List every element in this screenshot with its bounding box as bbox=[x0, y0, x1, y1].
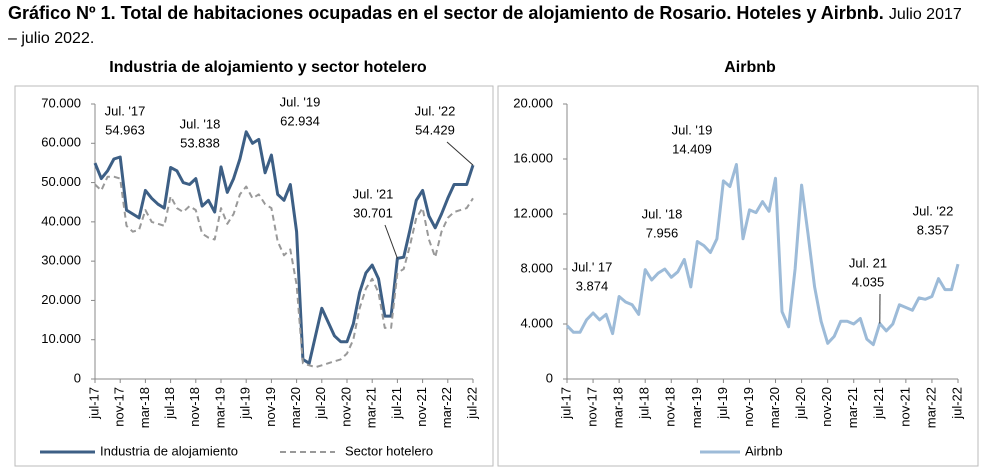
panel-frame bbox=[497, 85, 979, 467]
x-tick-label: mar-18 bbox=[137, 387, 152, 428]
y-tick-label: 20.000 bbox=[513, 95, 553, 110]
x-tick-label: mar-21 bbox=[845, 387, 860, 428]
y-tick-label: 8.000 bbox=[520, 260, 553, 275]
x-tick-label: nov-17 bbox=[112, 387, 127, 427]
x-tick-label: nov-18 bbox=[187, 387, 202, 427]
y-tick-label: 40.000 bbox=[41, 213, 81, 228]
y-tick-label: 4.000 bbox=[520, 315, 553, 330]
y-tick-label: 70.000 bbox=[41, 95, 81, 110]
series-line bbox=[93, 130, 475, 365]
annotation-leader bbox=[446, 141, 474, 166]
annotation-label: Jul. '21 bbox=[353, 186, 394, 201]
y-tick-label: 0 bbox=[546, 370, 553, 385]
x-tick-label: nov-17 bbox=[585, 387, 600, 427]
x-tick-label: mar-22 bbox=[439, 387, 454, 428]
title: Gráfico Nº 1. Total de habitaciones ocup… bbox=[8, 3, 884, 23]
y-tick-label: 60.000 bbox=[41, 135, 81, 150]
x-tick-label: nov-18 bbox=[663, 387, 678, 427]
annotation-value: 53.838 bbox=[180, 135, 220, 150]
subtitle: Julio 2017 – julio 2022. bbox=[8, 6, 962, 47]
x-tick-label: jul-21 bbox=[871, 387, 886, 420]
panel-frame bbox=[14, 85, 494, 467]
annotation-value: 14.409 bbox=[672, 141, 712, 156]
x-tick-label: jul-19 bbox=[715, 387, 730, 420]
annotation-label: Jul. '19 bbox=[672, 122, 713, 137]
series-line bbox=[94, 175, 474, 369]
chart-title: Industria de alojamiento y sector hotele… bbox=[109, 59, 427, 76]
annotation-label: Jul. '22 bbox=[913, 203, 954, 218]
x-tick-label: jul-19 bbox=[238, 387, 253, 420]
x-tick-label: nov-20 bbox=[338, 387, 353, 427]
x-tick-label: jul-22 bbox=[949, 387, 964, 420]
annotation-label: Jul. '19 bbox=[280, 94, 321, 109]
chart-title: Airbnb bbox=[724, 59, 776, 76]
annotation-value: 8.357 bbox=[917, 222, 950, 237]
annotation-label: Jul. '18 bbox=[642, 206, 683, 221]
annotation-value: 30.701 bbox=[353, 205, 393, 220]
x-tick-label: nov-21 bbox=[897, 387, 912, 427]
x-tick-label: nov-21 bbox=[414, 387, 429, 427]
annotation-label: Jul. '22 bbox=[415, 103, 456, 118]
legend-label: Sector hotelero bbox=[345, 443, 433, 458]
x-tick-label: mar-18 bbox=[611, 387, 626, 428]
x-tick-label: nov-19 bbox=[741, 387, 756, 427]
y-tick-label: 20.000 bbox=[41, 292, 81, 307]
legend-label: Airbnb bbox=[745, 443, 783, 458]
series-line bbox=[565, 163, 960, 347]
y-tick-label: 50.000 bbox=[41, 174, 81, 189]
y-tick-label: 10.000 bbox=[41, 331, 81, 346]
x-tick-label: nov-20 bbox=[819, 387, 834, 427]
y-tick-label: 12.000 bbox=[513, 205, 553, 220]
annotation-value: 54.963 bbox=[105, 122, 145, 137]
y-tick-label: 16.000 bbox=[513, 150, 553, 165]
x-tick-label: jul-18 bbox=[637, 387, 652, 420]
figure-title: Gráfico Nº 1. Total de habitaciones ocup… bbox=[8, 2, 968, 50]
x-tick-label: jul-17 bbox=[558, 387, 573, 420]
x-tick-label: jul-21 bbox=[389, 387, 404, 420]
annotation-value: 3.874 bbox=[576, 278, 609, 293]
x-tick-label: jul-18 bbox=[162, 387, 177, 420]
annotation-value: 62.934 bbox=[280, 113, 320, 128]
x-tick-label: mar-19 bbox=[212, 387, 227, 428]
annotation-label: Jul.' 17 bbox=[572, 259, 613, 274]
x-tick-label: jul-20 bbox=[313, 387, 328, 420]
x-tick-label: mar-20 bbox=[767, 387, 782, 428]
x-tick-label: jul-17 bbox=[86, 387, 101, 420]
x-tick-label: mar-22 bbox=[923, 387, 938, 428]
x-tick-label: jul-22 bbox=[464, 387, 479, 420]
annotation-value: 7.956 bbox=[646, 225, 679, 240]
x-tick-label: mar-19 bbox=[689, 387, 704, 428]
x-tick-label: mar-21 bbox=[364, 387, 379, 428]
legend-label: Industria de alojamiento bbox=[100, 443, 238, 458]
annotation-label: Jul. '17 bbox=[105, 103, 146, 118]
x-tick-label: jul-20 bbox=[793, 387, 808, 420]
annotation-leader bbox=[384, 224, 398, 259]
x-tick-label: mar-20 bbox=[288, 387, 303, 428]
y-tick-label: 0 bbox=[74, 370, 81, 385]
annotation-label: Jul. '18 bbox=[180, 116, 221, 131]
annotation-value: 4.035 bbox=[852, 274, 885, 289]
y-tick-label: 30.000 bbox=[41, 253, 81, 268]
annotation-label: Jul. 21 bbox=[849, 255, 887, 270]
annotation-value: 54.429 bbox=[415, 122, 455, 137]
x-tick-label: nov-19 bbox=[263, 387, 278, 427]
